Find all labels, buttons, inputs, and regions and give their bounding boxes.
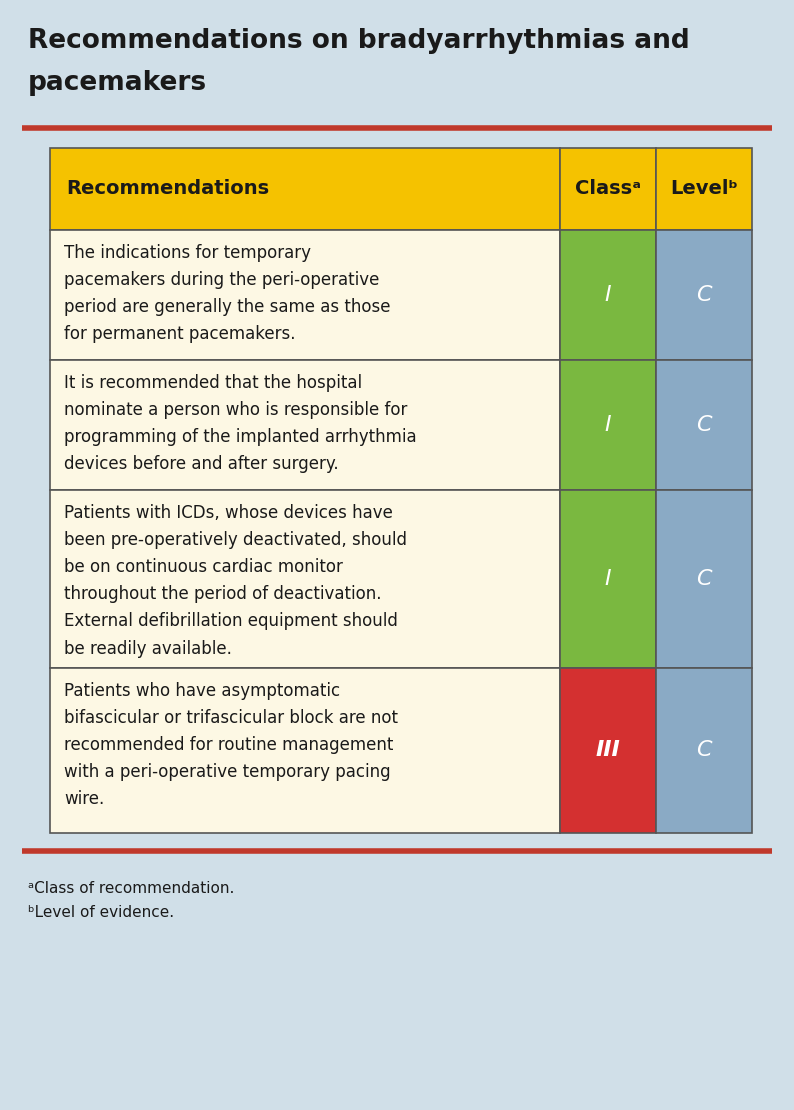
Text: Recommendations on bradyarrhythmias and: Recommendations on bradyarrhythmias and (28, 28, 690, 54)
Bar (50, 230, 560, 360)
Bar (50, 360, 560, 490)
Bar (560, 148, 656, 230)
Text: C: C (696, 415, 711, 435)
Bar (560, 668, 656, 832)
Bar (656, 490, 752, 668)
Text: Recommendations: Recommendations (66, 180, 269, 199)
Text: I: I (605, 569, 611, 589)
Text: The indications for temporary
pacemakers during the peri-operative
period are ge: The indications for temporary pacemakers… (64, 244, 391, 343)
Bar (656, 668, 752, 832)
Bar (560, 490, 656, 668)
Text: Classᵃ: Classᵃ (575, 180, 641, 199)
Text: Levelᵇ: Levelᵇ (670, 180, 738, 199)
Text: C: C (696, 740, 711, 760)
Text: Patients who have asymptomatic
bifascicular or trifascicular block are not
recom: Patients who have asymptomatic bifascicu… (64, 682, 398, 808)
Bar (560, 360, 656, 490)
Bar (560, 230, 656, 360)
Text: I: I (605, 285, 611, 305)
Bar (50, 668, 560, 832)
Text: It is recommended that the hospital
nominate a person who is responsible for
pro: It is recommended that the hospital nomi… (64, 374, 417, 473)
Text: III: III (596, 740, 620, 760)
Text: pacemakers: pacemakers (28, 70, 207, 95)
Bar (50, 490, 560, 668)
Bar (50, 148, 560, 230)
Bar (656, 230, 752, 360)
Text: ᵇLevel of evidence.: ᵇLevel of evidence. (28, 905, 174, 920)
Text: Patients with ICDs, whose devices have
been pre-operatively deactivated, should
: Patients with ICDs, whose devices have b… (64, 504, 407, 657)
Text: I: I (605, 415, 611, 435)
Bar (656, 148, 752, 230)
Text: C: C (696, 285, 711, 305)
Text: ᵃClass of recommendation.: ᵃClass of recommendation. (28, 881, 234, 896)
Text: C: C (696, 569, 711, 589)
Bar (656, 360, 752, 490)
